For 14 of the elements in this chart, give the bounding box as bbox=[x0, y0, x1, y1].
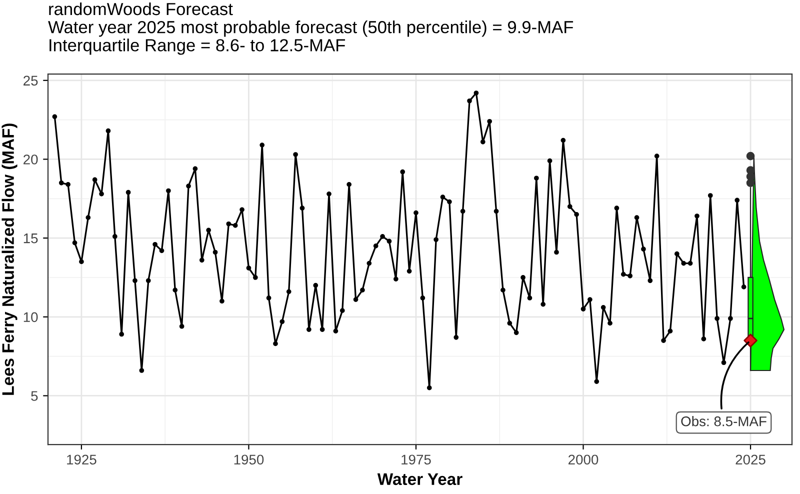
x-axis-title: Water Year bbox=[377, 473, 462, 486]
y-tick-label: 15 bbox=[24, 234, 38, 244]
y-tick-label: 20 bbox=[24, 154, 38, 164]
y-tick-label: 25 bbox=[24, 76, 38, 86]
x-tick-label: 1925 bbox=[67, 454, 96, 465]
y-tick-label: 10 bbox=[24, 312, 38, 322]
y-axis-title: Lees Ferry Naturalized Flow (MAF) bbox=[2, 124, 18, 395]
annotation: Obs: 8.5-MAF bbox=[681, 416, 766, 426]
x-tick-label: 1950 bbox=[234, 454, 264, 465]
x-tick-label: 2025 bbox=[736, 454, 766, 465]
chart-title: randomWoods Forecast Water year 2025 most probable forecast (50th percentile) = 9.9-MAF Interquartile Range = 8.6- to 12.5-MAF bbox=[48, 2, 574, 55]
x-tick-label: 2000 bbox=[568, 454, 598, 465]
x-tick-label: 1975 bbox=[402, 454, 431, 465]
y-tick-label: 5 bbox=[31, 391, 38, 401]
